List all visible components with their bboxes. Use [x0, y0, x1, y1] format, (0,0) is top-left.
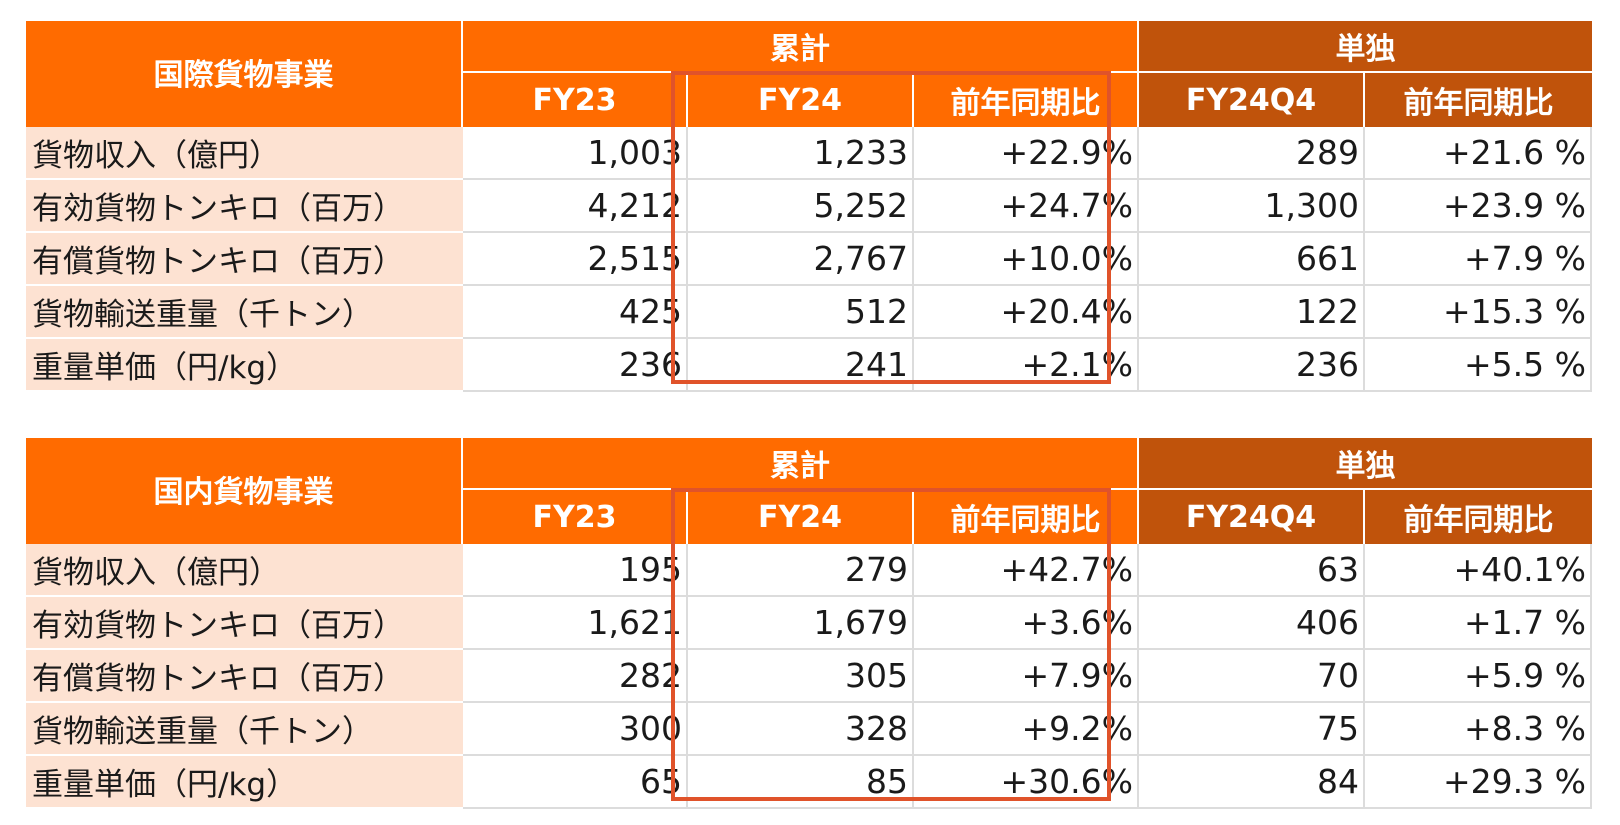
table-cell: +30.6% — [914, 756, 1139, 809]
table-cell: +9.2% — [914, 703, 1139, 756]
table-cell: +24.7% — [914, 180, 1139, 233]
group-header-cumulative: 累計 — [463, 438, 1139, 490]
column-header-fy24q4: FY24Q4 — [1139, 490, 1365, 544]
domestic-cargo-table: 国内貨物事業 累計 単独 FY23 FY24 前年同期比 FY24Q4 前年同期… — [26, 438, 1592, 809]
row-label: 重量単価（円/kg） — [26, 339, 463, 392]
table-cell: +5.9 % — [1365, 650, 1592, 703]
table-cell: +40.1% — [1365, 544, 1592, 597]
column-header-yoy-cumulative: 前年同期比 — [914, 490, 1139, 544]
table-cell: 236 — [463, 339, 688, 392]
table-cell: +10.0% — [914, 233, 1139, 286]
column-header-yoy-single: 前年同期比 — [1365, 490, 1592, 544]
table-cell: 300 — [463, 703, 688, 756]
table-cell: 195 — [463, 544, 688, 597]
group-header-single: 単独 — [1139, 21, 1592, 73]
table-cell: +23.9 % — [1365, 180, 1592, 233]
table-cell: 289 — [1139, 127, 1365, 180]
table-cell: 406 — [1139, 597, 1365, 650]
table-cell: 5,252 — [688, 180, 914, 233]
table-cell: 65 — [463, 756, 688, 809]
table-title: 国内貨物事業 — [26, 438, 463, 544]
table-cell: 512 — [688, 286, 914, 339]
table-cell: +1.7 % — [1365, 597, 1592, 650]
table-cell: +7.9 % — [1365, 233, 1592, 286]
row-label: 貨物輸送重量（千トン） — [26, 703, 463, 756]
table-cell: 328 — [688, 703, 914, 756]
column-header-fy23: FY23 — [463, 73, 688, 127]
row-label: 有償貨物トンキロ（百万） — [26, 233, 463, 286]
table-cell: 122 — [1139, 286, 1365, 339]
table-cell: 661 — [1139, 233, 1365, 286]
international-cargo-table: 国際貨物事業 累計 単独 FY23 FY24 前年同期比 FY24Q4 前年同期… — [26, 21, 1592, 392]
row-label: 貨物収入（億円） — [26, 544, 463, 597]
group-header-cumulative: 累計 — [463, 21, 1139, 73]
table-cell: +15.3 % — [1365, 286, 1592, 339]
column-header-fy24q4: FY24Q4 — [1139, 73, 1365, 127]
row-label: 有償貨物トンキロ（百万） — [26, 650, 463, 703]
table-cell: +20.4% — [914, 286, 1139, 339]
table-cell: 2,767 — [688, 233, 914, 286]
table-cell: 282 — [463, 650, 688, 703]
table-cell: 1,679 — [688, 597, 914, 650]
table-cell: 63 — [1139, 544, 1365, 597]
table-cell: 70 — [1139, 650, 1365, 703]
table-cell: +5.5 % — [1365, 339, 1592, 392]
column-header-fy24: FY24 — [688, 73, 914, 127]
table-title: 国際貨物事業 — [26, 21, 463, 127]
column-header-fy23: FY23 — [463, 490, 688, 544]
table-cell: 1,300 — [1139, 180, 1365, 233]
table-cell: +29.3 % — [1365, 756, 1592, 809]
row-label: 有効貨物トンキロ（百万） — [26, 597, 463, 650]
table-cell: +42.7% — [914, 544, 1139, 597]
table-cell: 85 — [688, 756, 914, 809]
table-cell: 1,233 — [688, 127, 914, 180]
table-cell: +7.9% — [914, 650, 1139, 703]
table-cell: 241 — [688, 339, 914, 392]
row-label: 貨物収入（億円） — [26, 127, 463, 180]
column-header-yoy-cumulative: 前年同期比 — [914, 73, 1139, 127]
table-cell: 236 — [1139, 339, 1365, 392]
table-cell: 4,212 — [463, 180, 688, 233]
table-cell: +21.6 % — [1365, 127, 1592, 180]
table-cell: 425 — [463, 286, 688, 339]
row-label: 有効貨物トンキロ（百万） — [26, 180, 463, 233]
table-cell: +3.6% — [914, 597, 1139, 650]
column-header-yoy-single: 前年同期比 — [1365, 73, 1592, 127]
table-cell: 1,621 — [463, 597, 688, 650]
table-cell: +8.3 % — [1365, 703, 1592, 756]
table-cell: +2.1% — [914, 339, 1139, 392]
table-cell: 1,003 — [463, 127, 688, 180]
table-cell: +22.9% — [914, 127, 1139, 180]
table-cell: 305 — [688, 650, 914, 703]
table-cell: 75 — [1139, 703, 1365, 756]
row-label: 重量単価（円/kg） — [26, 756, 463, 809]
table-cell: 279 — [688, 544, 914, 597]
group-header-single: 単独 — [1139, 438, 1592, 490]
table-cell: 2,515 — [463, 233, 688, 286]
column-header-fy24: FY24 — [688, 490, 914, 544]
row-label: 貨物輸送重量（千トン） — [26, 286, 463, 339]
table-cell: 84 — [1139, 756, 1365, 809]
